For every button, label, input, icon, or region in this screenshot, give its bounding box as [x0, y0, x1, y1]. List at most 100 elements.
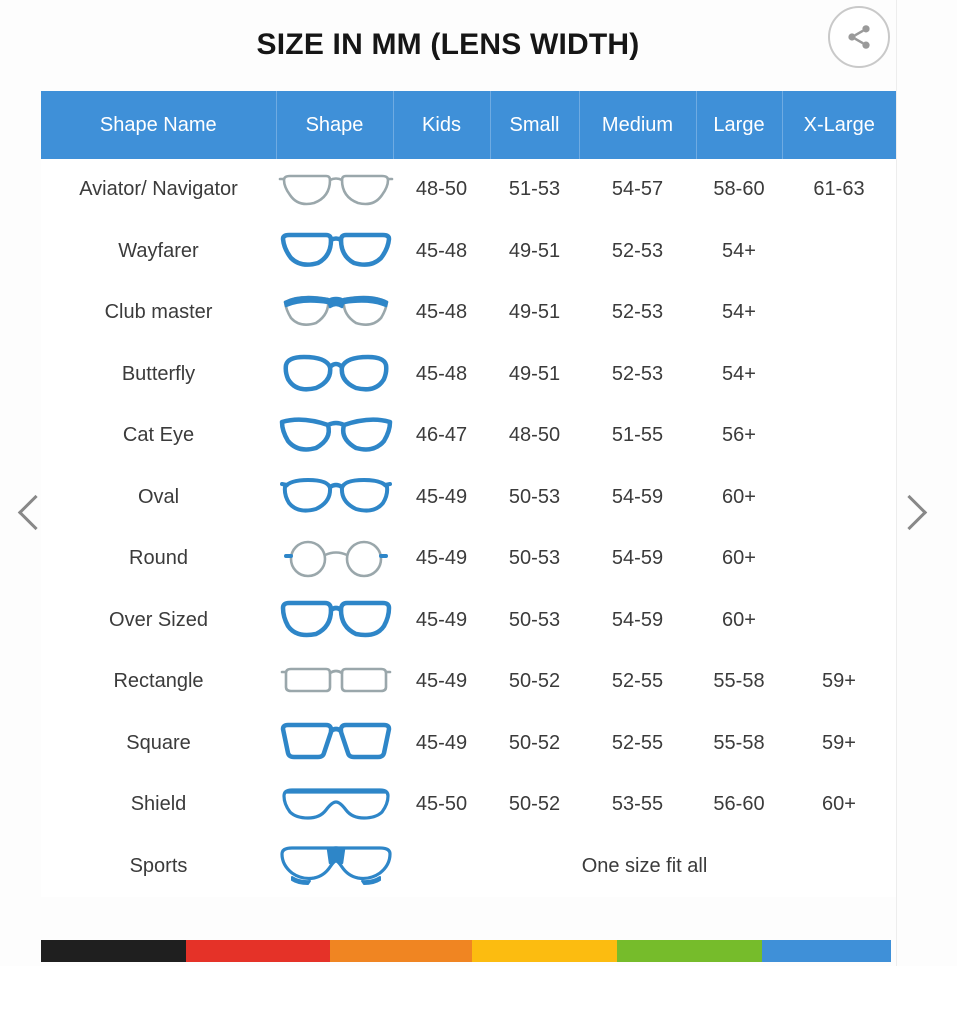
shape-name-cell: Square	[41, 712, 276, 774]
shape-name-cell: Club master	[41, 282, 276, 344]
color-strip-segment-1	[186, 940, 330, 962]
small-size-cell: 50-53	[490, 528, 579, 590]
large-size-cell: 55-58	[696, 712, 782, 774]
color-strip	[41, 940, 891, 962]
small-size-cell: 50-53	[490, 466, 579, 528]
shape-name-cell: Aviator/ Navigator	[41, 159, 276, 221]
table-row: Square 45-49 50-52 52-55 55-58 59+	[41, 712, 896, 774]
table-row: Rectangle 45-49 50-52 52-55 55-58 59+	[41, 651, 896, 713]
color-strip-segment-5	[762, 940, 891, 962]
xlarge-size-cell	[782, 589, 896, 651]
shape-name-cell: Over Sized	[41, 589, 276, 651]
kids-size-cell: 45-48	[393, 343, 490, 405]
kids-size-cell: 45-50	[393, 774, 490, 836]
share-button[interactable]	[828, 6, 890, 68]
clubmaster-glasses-icon	[276, 282, 393, 344]
shape-name-cell: Round	[41, 528, 276, 590]
small-size-cell: 48-50	[490, 405, 579, 467]
shape-name-cell: Sports	[41, 835, 276, 897]
one-size-fit-all-note: One size fit all	[393, 835, 896, 897]
page-title: SIZE IN MM (LENS WIDTH)	[256, 28, 640, 61]
large-size-cell: 54+	[696, 282, 782, 344]
large-size-cell: 60+	[696, 466, 782, 528]
small-size-cell: 51-53	[490, 159, 579, 221]
column-header-shape-name: Shape Name	[41, 91, 277, 159]
small-size-cell: 49-51	[490, 282, 579, 344]
kids-size-cell: 45-49	[393, 651, 490, 713]
shape-name-cell: Oval	[41, 466, 276, 528]
table-row: Club master 45-48 49-51 52-53 54+	[41, 282, 896, 344]
large-size-cell: 54+	[696, 220, 782, 282]
column-header-small: Small	[490, 91, 580, 159]
column-header-kids: Kids	[393, 91, 491, 159]
kids-size-cell: 46-47	[393, 405, 490, 467]
butterfly-glasses-icon	[276, 343, 393, 405]
small-size-cell: 50-52	[490, 774, 579, 836]
color-strip-segment-4	[617, 940, 762, 962]
shape-name-cell: Cat Eye	[41, 405, 276, 467]
xlarge-size-cell: 59+	[782, 712, 896, 774]
color-strip-segment-2	[330, 940, 472, 962]
page-title-bar: SIZE IN MM (LENS WIDTH)	[0, 14, 896, 76]
sports-glasses-icon	[276, 835, 393, 897]
xlarge-size-cell: 59+	[782, 651, 896, 713]
shape-name-cell: Butterfly	[41, 343, 276, 405]
large-size-cell: 54+	[696, 343, 782, 405]
color-strip-segment-3	[472, 940, 617, 962]
kids-size-cell: 45-48	[393, 220, 490, 282]
kids-size-cell: 48-50	[393, 159, 490, 221]
small-size-cell: 50-52	[490, 712, 579, 774]
xlarge-size-cell	[782, 466, 896, 528]
shield-glasses-icon	[276, 774, 393, 836]
medium-size-cell: 54-59	[579, 528, 696, 590]
table-row: Aviator/ Navigator 48-50 51-53 54-57 58-60 61…	[41, 159, 896, 221]
large-size-cell: 56+	[696, 405, 782, 467]
color-strip-segment-0	[41, 940, 186, 962]
size-chart-table-wrapper: Shape Name Shape Kids Small Medium Large…	[41, 91, 896, 897]
rectangle-glasses-icon	[276, 651, 393, 713]
table-body: Aviator/ Navigator 48-50 51-53 54-57 58-60 61…	[41, 159, 896, 897]
wayfarer-glasses-icon	[276, 220, 393, 282]
xlarge-size-cell	[782, 282, 896, 344]
table-row: Oval 45-49 50-53 54-59 60+	[41, 466, 896, 528]
xlarge-size-cell	[782, 343, 896, 405]
large-size-cell: 58-60	[696, 159, 782, 221]
table-row: Butterfly 45-48 49-51 52-53 54+	[41, 343, 896, 405]
column-header-xlarge: X-Large	[782, 91, 896, 159]
medium-size-cell: 54-59	[579, 589, 696, 651]
cateye-glasses-icon	[276, 405, 393, 467]
small-size-cell: 49-51	[490, 220, 579, 282]
table-row-sports: Sports One size fit all	[41, 835, 896, 897]
large-size-cell: 60+	[696, 589, 782, 651]
medium-size-cell: 52-53	[579, 343, 696, 405]
oval-glasses-icon	[276, 466, 393, 528]
table-header-row: Shape Name Shape Kids Small Medium Large…	[41, 91, 896, 159]
table-row: Shield 45-50 50-52 53-55 56-60 60+	[41, 774, 896, 836]
medium-size-cell: 54-59	[579, 466, 696, 528]
kids-size-cell: 45-48	[393, 282, 490, 344]
kids-size-cell: 45-49	[393, 589, 490, 651]
xlarge-size-cell: 60+	[782, 774, 896, 836]
small-size-cell: 50-53	[490, 589, 579, 651]
aviator-glasses-icon	[276, 159, 394, 221]
xlarge-size-cell	[782, 405, 896, 467]
square-glasses-icon	[276, 712, 393, 774]
kids-size-cell: 45-49	[393, 712, 490, 774]
medium-size-cell: 52-53	[579, 220, 696, 282]
column-header-medium: Medium	[579, 91, 697, 159]
small-size-cell: 49-51	[490, 343, 579, 405]
medium-size-cell: 54-57	[579, 159, 696, 221]
large-size-cell: 60+	[696, 528, 782, 590]
kids-size-cell: 45-49	[393, 466, 490, 528]
xlarge-size-cell	[782, 220, 896, 282]
chevron-left-icon	[19, 493, 41, 531]
medium-size-cell: 51-55	[579, 405, 696, 467]
shape-name-cell: Shield	[41, 774, 276, 836]
oversized-glasses-icon	[276, 589, 393, 651]
column-header-shape: Shape	[276, 91, 394, 159]
table-row: Wayfarer 45-48 49-51 52-53 54+	[41, 220, 896, 282]
shape-name-cell: Rectangle	[41, 651, 276, 713]
table-row: Over Sized 45-49 50-53 54-59 60+	[41, 589, 896, 651]
large-size-cell: 56-60	[696, 774, 782, 836]
